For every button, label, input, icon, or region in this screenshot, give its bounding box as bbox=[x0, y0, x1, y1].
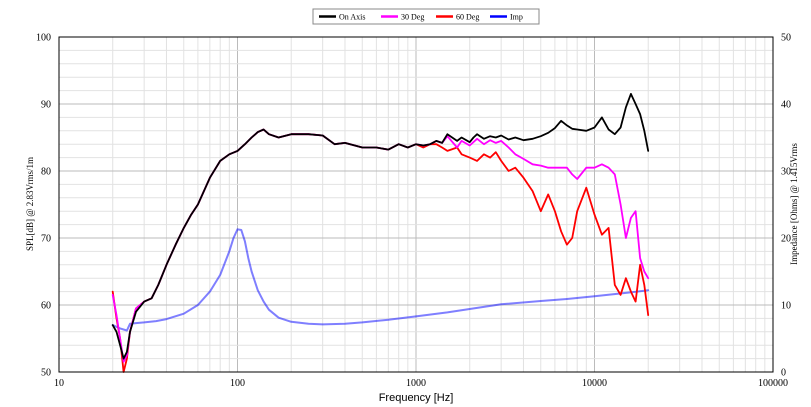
legend-label-on-axis: On Axis bbox=[339, 13, 365, 22]
y-tick-label-left: 100 bbox=[36, 33, 51, 44]
y-tick-label-right: 0 bbox=[781, 368, 786, 379]
y-tick-label-left: 80 bbox=[41, 167, 51, 178]
legend-label-30-deg: 30 Deg bbox=[401, 13, 424, 22]
series-line-60-deg bbox=[111, 128, 650, 373]
legend-label-imp: Imp bbox=[510, 13, 523, 22]
x-tick-label: 10 bbox=[54, 378, 64, 389]
y-tick-label-right: 20 bbox=[781, 234, 791, 245]
legend-item-30-deg: 30 Deg bbox=[381, 13, 424, 22]
axis-ticks: 10 100 1000 10000 10000050607080901000102030… bbox=[36, 33, 791, 390]
legend-item-on-axis: On Axis bbox=[319, 13, 365, 22]
legend-item-imp: Imp bbox=[490, 13, 523, 22]
plot-frame bbox=[58, 36, 774, 373]
series-line-on-axis bbox=[111, 93, 650, 360]
series-line-imp bbox=[111, 228, 650, 332]
x-tick-label: 10000 bbox=[582, 378, 607, 389]
y-tick-label-right: 50 bbox=[781, 33, 791, 44]
y-tick-label-left: 70 bbox=[41, 234, 51, 245]
y-axis-label-right: Impedance [Ohms] @ 1.415Vrms bbox=[789, 143, 799, 265]
y-tick-label-left: 90 bbox=[41, 100, 51, 111]
x-axis-label: Frequency [Hz] bbox=[379, 392, 454, 404]
legend-label-60-deg: 60 Deg bbox=[456, 13, 479, 22]
series-line-30-deg bbox=[111, 128, 650, 363]
y-tick-label-left: 50 bbox=[41, 368, 51, 379]
plot-series bbox=[111, 93, 650, 373]
x-tick-label: 1000 bbox=[406, 378, 426, 389]
x-tick-label: 100000 bbox=[758, 378, 788, 389]
y-tick-label-right: 10 bbox=[781, 301, 791, 312]
legend-item-60-deg: 60 Deg bbox=[436, 13, 479, 22]
y-tick-label-left: 60 bbox=[41, 301, 51, 312]
y-tick-label-right: 40 bbox=[781, 100, 791, 111]
legend: On Axis 30 Deg 60 Deg Imp bbox=[312, 8, 540, 25]
plot-grid bbox=[58, 36, 773, 373]
x-tick-label: 100 bbox=[230, 378, 245, 389]
y-tick-label-right: 30 bbox=[781, 167, 791, 178]
y-axis-label-left: SPL[dB] @ 2.83Vrms/1m bbox=[25, 157, 35, 251]
